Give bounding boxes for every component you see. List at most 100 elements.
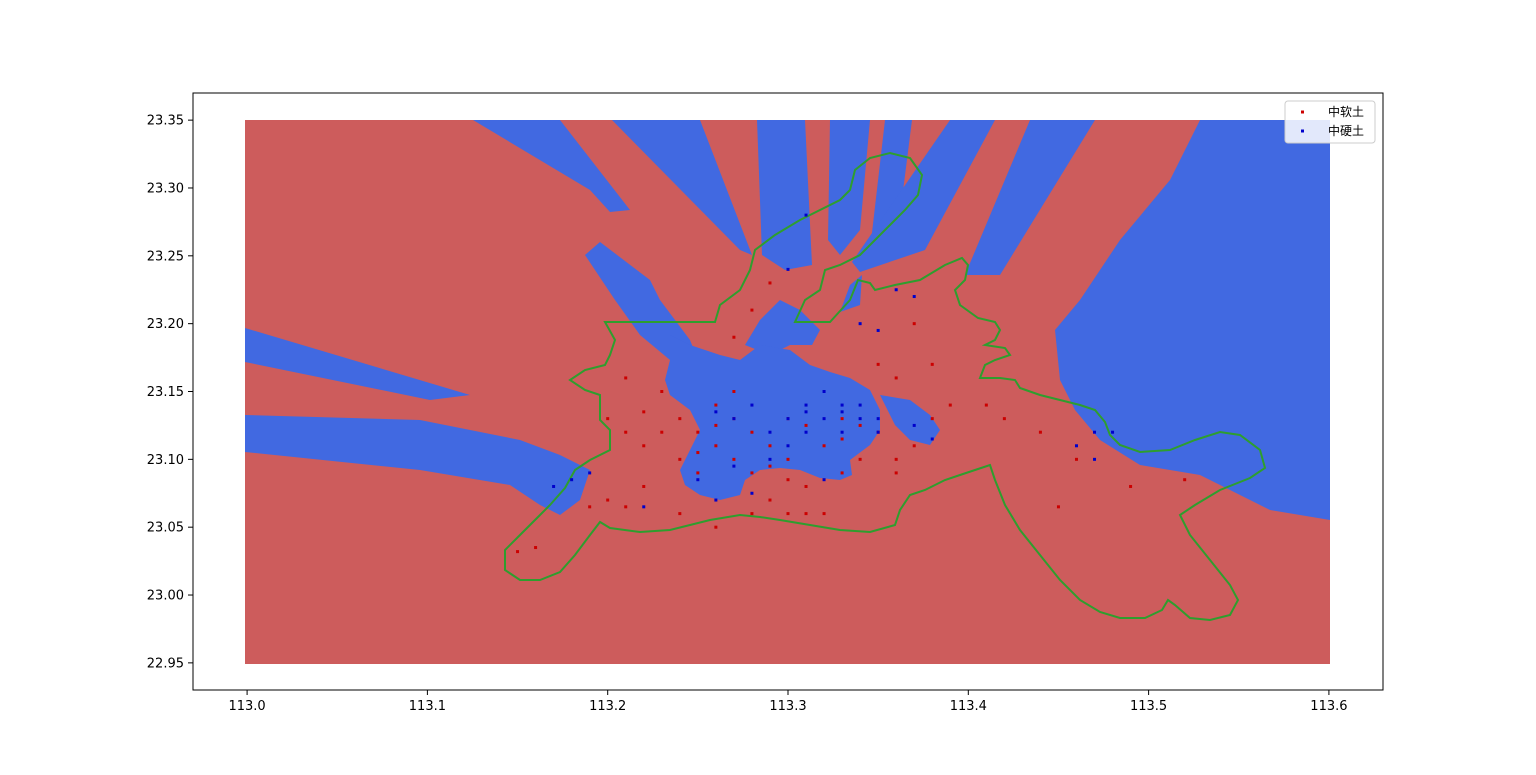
soft-soil-point (786, 478, 790, 482)
soft-soil-point (894, 376, 898, 380)
soft-soil-point (750, 512, 754, 516)
soft-soil-point (642, 410, 646, 414)
soft-soil-point (660, 390, 664, 393)
hard-soil-point (804, 213, 808, 217)
hard-soil-point (894, 288, 898, 292)
hard-soil-point (732, 464, 736, 468)
soft-soil-point (678, 457, 682, 461)
y-tick-label: 23.20 (147, 317, 184, 332)
x-tick-label: 113.1 (409, 699, 446, 714)
legend-label-soft: 中软土 (1328, 104, 1364, 119)
soft-soil-point (714, 444, 718, 448)
soft-soil-point (714, 423, 718, 427)
soft-soil-point (768, 498, 772, 502)
hard-soil-point (876, 417, 880, 421)
hard-soil-point (750, 491, 754, 495)
soft-soil-point (696, 451, 700, 455)
soft-soil-point (1038, 430, 1042, 434)
x-tick-label: 113.3 (769, 699, 806, 714)
soft-soil-point (876, 362, 880, 366)
soft-soil-point (804, 423, 808, 427)
hard-soil-point (1074, 444, 1078, 448)
x-tick-label: 113.0 (228, 699, 265, 714)
soft-soil-point (948, 403, 952, 407)
soft-soil-point (696, 471, 700, 475)
soft-soil-point (642, 484, 646, 488)
soft-soil-point (1129, 484, 1133, 488)
soft-soil-point (804, 512, 808, 516)
x-axis: 113.0 113.1 113.2 113.3 113.4 113.5 113.6 (228, 690, 1348, 714)
soft-soil-point (822, 444, 826, 448)
hard-soil-point (732, 417, 736, 421)
legend-marker-hard (1301, 129, 1304, 133)
soft-soil-point (534, 546, 538, 550)
hard-soil-point (876, 430, 880, 434)
soft-soil-point (678, 512, 682, 516)
soft-soil-point (750, 471, 754, 475)
soft-soil-point (588, 505, 592, 509)
legend-label-hard: 中硬土 (1328, 123, 1364, 138)
soft-soil-point (606, 417, 610, 421)
soft-soil-point (786, 457, 790, 461)
hard-soil-point (1111, 430, 1115, 434)
y-tick-label: 23.15 (147, 385, 184, 400)
soft-soil-point (714, 403, 718, 407)
y-tick-label: 22.95 (147, 656, 184, 671)
soft-soil-point (750, 430, 754, 434)
soft-soil-point (732, 457, 736, 461)
scatter-points (516, 213, 1187, 554)
legend-marker-soft (1301, 110, 1304, 114)
hard-soil-point (570, 478, 574, 482)
hard-soil-point (588, 471, 592, 475)
hard-soil-point (552, 484, 556, 488)
soft-soil-point (1056, 505, 1060, 509)
region-hard-soil (245, 120, 1330, 520)
y-tick-label: 23.00 (147, 589, 184, 604)
soft-soil-point (624, 376, 628, 380)
legend: 中软土 中硬土 (1284, 100, 1376, 144)
soft-soil-point (840, 437, 844, 441)
soft-soil-point (660, 430, 664, 434)
soft-soil-point (858, 423, 862, 427)
hard-soil-point (786, 417, 790, 421)
soft-soil-point (696, 430, 700, 434)
y-tick-label: 23.25 (147, 249, 184, 264)
hard-soil-point (642, 505, 646, 509)
soft-soil-point (606, 498, 610, 502)
hard-soil-point (696, 478, 700, 482)
hard-soil-point (786, 444, 790, 448)
hard-soil-point (840, 410, 844, 414)
hard-soil-point (930, 437, 934, 441)
district-boundary (504, 151, 1267, 622)
hard-soil-point (786, 267, 790, 271)
hard-soil-point (804, 410, 808, 414)
hard-soil-point (1093, 457, 1097, 461)
soft-soil-point (912, 322, 916, 326)
legend-box (1284, 100, 1376, 144)
y-axis: 22.95 23.00 23.05 23.10 23.15 23.20 23.25 23.30… (147, 114, 193, 671)
soft-soil-point (894, 457, 898, 461)
hard-soil-point (714, 498, 718, 502)
soft-soil-point (858, 457, 862, 461)
soft-soil-point (678, 417, 682, 421)
y-tick-label: 23.30 (147, 181, 184, 196)
x-tick-label: 113.5 (1130, 699, 1167, 714)
hard-soil-point (804, 403, 808, 407)
hard-soil-point (858, 417, 862, 421)
soft-soil-point (894, 471, 898, 475)
hard-soil-point (840, 403, 844, 407)
y-tick-label: 23.05 (147, 521, 184, 536)
soft-soil-point (840, 417, 844, 421)
soft-soil-point (732, 335, 736, 339)
soft-soil-point (1002, 417, 1006, 421)
hard-soil-point (822, 417, 826, 421)
x-tick-label: 113.2 (589, 699, 626, 714)
soft-soil-point (786, 512, 790, 516)
soft-soil-point (1183, 478, 1187, 482)
hard-soil-point (750, 403, 754, 407)
soft-soil-point (624, 505, 628, 509)
hard-soil-point (804, 430, 808, 434)
soft-soil-point (804, 484, 808, 488)
hard-soil-point (714, 410, 718, 414)
